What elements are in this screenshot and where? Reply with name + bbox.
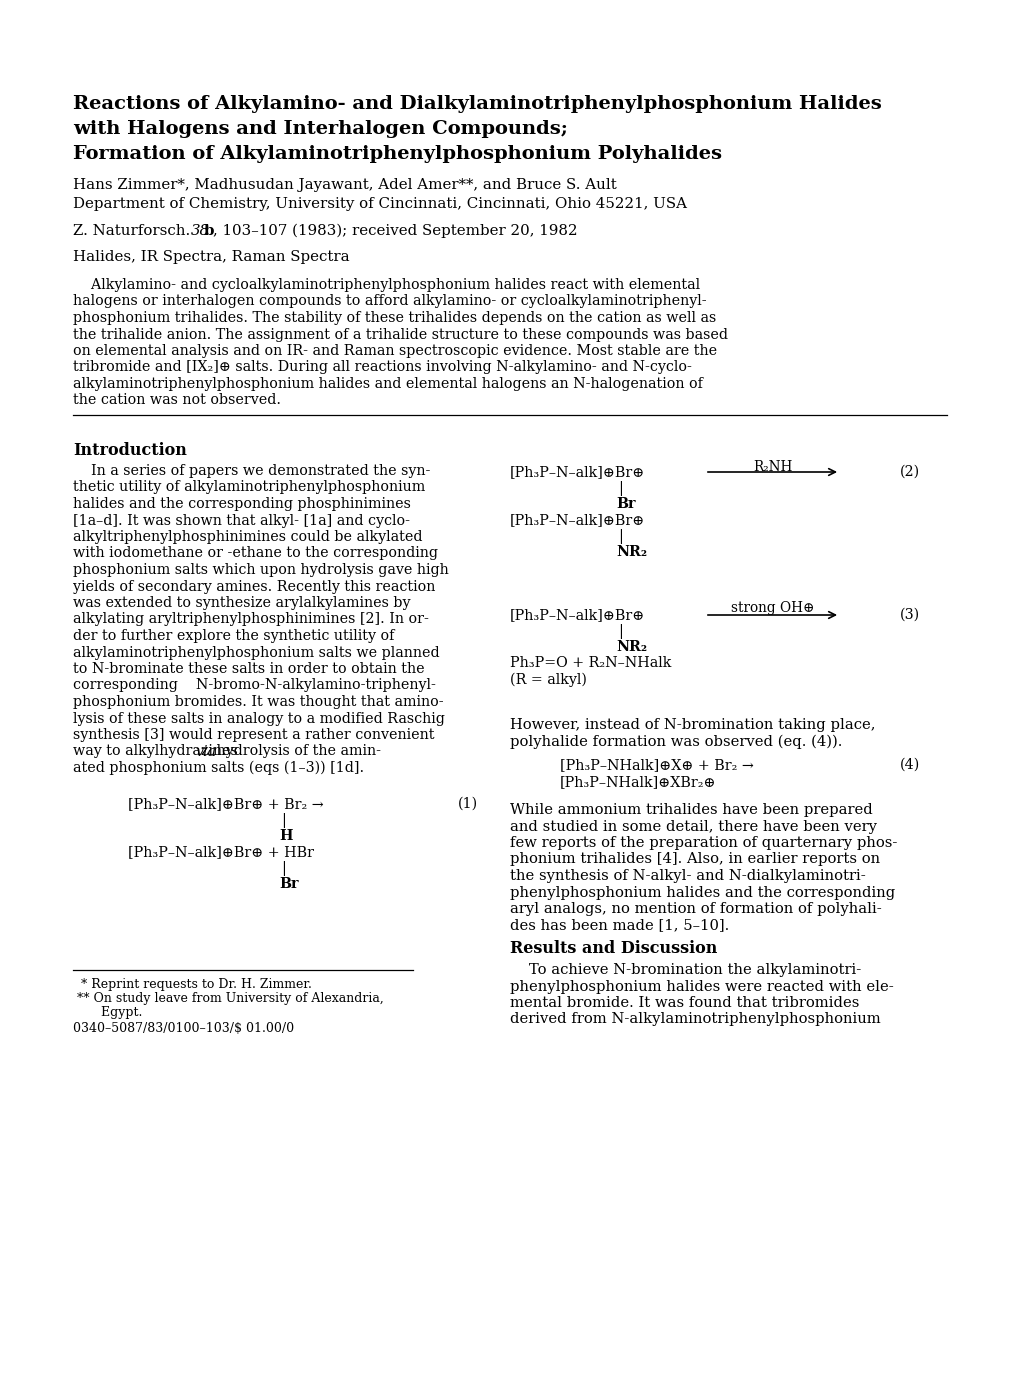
Text: Br: Br [279,878,299,891]
Text: |: | [618,529,623,544]
Text: |: | [618,624,623,639]
Text: alkylating aryltriphenylphosphinimines [2]. In or-: alkylating aryltriphenylphosphinimines [… [73,613,428,627]
Text: R₂NH: R₂NH [752,460,792,473]
Text: In a series of papers we demonstrated the syn-: In a series of papers we demonstrated th… [73,464,430,477]
Text: b: b [204,224,214,237]
Text: hydrolysis of the amin-: hydrolysis of the amin- [212,744,380,759]
Text: ** On study leave from University of Alexandria,: ** On study leave from University of Ale… [73,992,383,1005]
Text: to N-brominate these salts in order to obtain the: to N-brominate these salts in order to o… [73,662,424,676]
Text: phenylphosphonium halides and the corresponding: phenylphosphonium halides and the corres… [510,886,895,900]
Text: with Halogens and Interhalogen Compounds;: with Halogens and Interhalogen Compounds… [73,120,568,138]
Text: 38: 38 [191,224,210,237]
Text: polyhalide formation was observed (eq. (4)).: polyhalide formation was observed (eq. (… [510,736,842,749]
Text: (R = alkyl): (R = alkyl) [510,673,586,687]
Text: |: | [280,861,285,876]
Text: (4): (4) [899,758,919,771]
Text: Hans Zimmer*, Madhusudan Jayawant, Adel Amer**, and Bruce S. Ault: Hans Zimmer*, Madhusudan Jayawant, Adel … [73,178,616,192]
Text: phosphonium trihalides. The stability of these trihalides depends on the cation : phosphonium trihalides. The stability of… [73,310,715,326]
Text: phosphonium bromides. It was thought that amino-: phosphonium bromides. It was thought tha… [73,696,443,709]
Text: (1): (1) [458,798,478,811]
Text: lysis of these salts in analogy to a modified Raschig: lysis of these salts in analogy to a mod… [73,712,444,726]
Text: few reports of the preparation of quarternary phos-: few reports of the preparation of quarte… [510,836,897,850]
Text: While ammonium trihalides have been prepared: While ammonium trihalides have been prep… [510,803,872,817]
Text: |: | [618,482,623,495]
Text: Halides, IR Spectra, Raman Spectra: Halides, IR Spectra, Raman Spectra [73,250,350,264]
Text: [Ph₃P–N–alk]⊕Br⊕ + Br₂ →: [Ph₃P–N–alk]⊕Br⊕ + Br₂ → [127,798,323,811]
Text: Z. Naturforsch.: Z. Naturforsch. [73,224,195,237]
Text: alkyltriphenylphosphinimines could be alkylated: alkyltriphenylphosphinimines could be al… [73,530,422,544]
Text: [Ph₃P–N–alk]⊕Br⊕: [Ph₃P–N–alk]⊕Br⊕ [510,513,645,527]
Text: der to further explore the synthetic utility of: der to further explore the synthetic uti… [73,629,394,643]
Text: Introduction: Introduction [73,442,186,460]
Text: way to alkylhydrazines: way to alkylhydrazines [73,744,237,759]
Text: 0340–5087/83/0100–103/$ 01.00/0: 0340–5087/83/0100–103/$ 01.00/0 [73,1023,293,1035]
Text: the synthesis of N-alkyl- and N-dialkylaminotri-: the synthesis of N-alkyl- and N-dialkyla… [510,869,865,883]
Text: corresponding    N-bromo-N-alkylamino-triphenyl-: corresponding N-bromo-N-alkylamino-triph… [73,679,435,693]
Text: alkylaminotriphenylphosphonium salts we planned: alkylaminotriphenylphosphonium salts we … [73,646,439,660]
Text: * Reprint requests to Dr. H. Zimmer.: * Reprint requests to Dr. H. Zimmer. [73,978,312,991]
Text: H: H [279,829,292,843]
Text: derived from N-alkylaminotriphenylphosphonium: derived from N-alkylaminotriphenylphosph… [510,1013,879,1027]
Text: Department of Chemistry, University of Cincinnati, Cincinnati, Ohio 45221, USA: Department of Chemistry, University of C… [73,197,687,211]
Text: Br: Br [615,497,635,511]
Text: on elemental analysis and on IR- and Raman spectroscopic evidence. Most stable a: on elemental analysis and on IR- and Ram… [73,344,716,357]
Text: [Ph₃P–N–alk]⊕Br⊕ + HBr: [Ph₃P–N–alk]⊕Br⊕ + HBr [127,845,314,858]
Text: Reactions of Alkylamino- and Dialkylaminotriphenylphosphonium Halides: Reactions of Alkylamino- and Dialkylamin… [73,95,880,113]
Text: However, instead of N-bromination taking place,: However, instead of N-bromination taking… [510,718,874,731]
Text: phonium trihalides [4]. Also, in earlier reports on: phonium trihalides [4]. Also, in earlier… [510,853,879,867]
Text: NR₂: NR₂ [615,640,646,654]
Text: strong OH⊕: strong OH⊕ [730,602,813,615]
Text: via: via [195,744,216,759]
Text: ated phosphonium salts (eqs (1–3)) [1d].: ated phosphonium salts (eqs (1–3)) [1d]. [73,760,364,776]
Text: halides and the corresponding phosphinimines: halides and the corresponding phosphinim… [73,497,411,511]
Text: halogens or interhalogen compounds to afford alkylamino- or cycloalkylaminotriph: halogens or interhalogen compounds to af… [73,294,706,309]
Text: the trihalide anion. The assignment of a trihalide structure to these compounds : the trihalide anion. The assignment of a… [73,327,728,341]
Text: aryl analogs, no mention of formation of polyhali-: aryl analogs, no mention of formation of… [510,903,880,916]
Text: des has been made [1, 5–10].: des has been made [1, 5–10]. [510,919,729,933]
Text: was extended to synthesize arylalkylamines by: was extended to synthesize arylalkylamin… [73,596,410,610]
Text: phenylphosphonium halides were reacted with ele-: phenylphosphonium halides were reacted w… [510,980,893,994]
Text: To achieve N-bromination the alkylaminotri-: To achieve N-bromination the alkylaminot… [510,963,860,977]
Text: (3): (3) [899,609,919,622]
Text: , 103–107 (1983); received September 20, 1982: , 103–107 (1983); received September 20,… [213,224,577,239]
Text: Formation of Alkylaminotriphenylphosphonium Polyhalides: Formation of Alkylaminotriphenylphosphon… [73,145,721,163]
Text: phosphonium salts which upon hydrolysis gave high: phosphonium salts which upon hydrolysis … [73,563,448,577]
Text: mental bromide. It was found that tribromides: mental bromide. It was found that tribro… [510,996,859,1010]
Text: [Ph₃P–NHalk]⊕XBr₂⊕: [Ph₃P–NHalk]⊕XBr₂⊕ [559,776,715,789]
Text: Results and Discussion: Results and Discussion [510,940,716,956]
Text: Ph₃P=O + R₂N–NHalk: Ph₃P=O + R₂N–NHalk [510,656,671,671]
Text: [Ph₃P–N–alk]⊕Br⊕: [Ph₃P–N–alk]⊕Br⊕ [510,609,645,622]
Text: [Ph₃P–NHalk]⊕X⊕ + Br₂ →: [Ph₃P–NHalk]⊕X⊕ + Br₂ → [559,758,753,771]
Text: (2): (2) [899,465,919,479]
Text: yields of secondary amines. Recently this reaction: yields of secondary amines. Recently thi… [73,580,435,593]
Text: the cation was not observed.: the cation was not observed. [73,393,280,407]
Text: synthesis [3] would represent a rather convenient: synthesis [3] would represent a rather c… [73,729,434,742]
Text: [Ph₃P–N–alk]⊕Br⊕: [Ph₃P–N–alk]⊕Br⊕ [510,465,645,479]
Text: Alkylamino- and cycloalkylaminotriphenylphosphonium halides react with elemental: Alkylamino- and cycloalkylaminotriphenyl… [73,277,699,293]
Text: thetic utility of alkylaminotriphenylphosphonium: thetic utility of alkylaminotriphenylpho… [73,480,425,494]
Text: tribromide and [IX₂]⊕ salts. During all reactions involving N-alkylamino- and N-: tribromide and [IX₂]⊕ salts. During all … [73,360,691,374]
Text: [1a–d]. It was shown that alkyl- [1a] and cyclo-: [1a–d]. It was shown that alkyl- [1a] an… [73,513,410,527]
Text: with iodomethane or -ethane to the corresponding: with iodomethane or -ethane to the corre… [73,546,437,560]
Text: alkylaminotriphenylphosphonium halides and elemental halogens an N-halogenation : alkylaminotriphenylphosphonium halides a… [73,377,702,391]
Text: NR₂: NR₂ [615,545,646,559]
Text: and studied in some detail, there have been very: and studied in some detail, there have b… [510,820,876,834]
Text: |: | [280,813,285,828]
Text: Egypt.: Egypt. [73,1006,143,1018]
